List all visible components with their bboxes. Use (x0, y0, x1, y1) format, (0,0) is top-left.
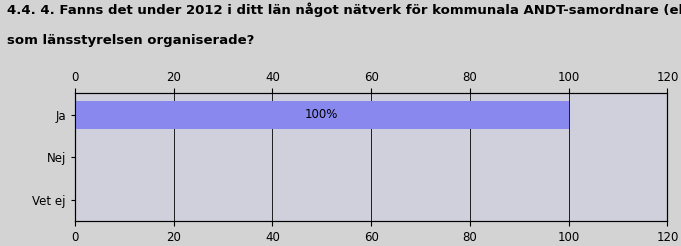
Text: 4.4. 4. Fanns det under 2012 i ditt län något nätverk för kommunala ANDT-samordn: 4.4. 4. Fanns det under 2012 i ditt län … (7, 2, 681, 17)
Text: 100%: 100% (305, 108, 338, 121)
Text: som länsstyrelsen organiserade?: som länsstyrelsen organiserade? (7, 34, 254, 47)
Bar (75, 101, 569, 129)
